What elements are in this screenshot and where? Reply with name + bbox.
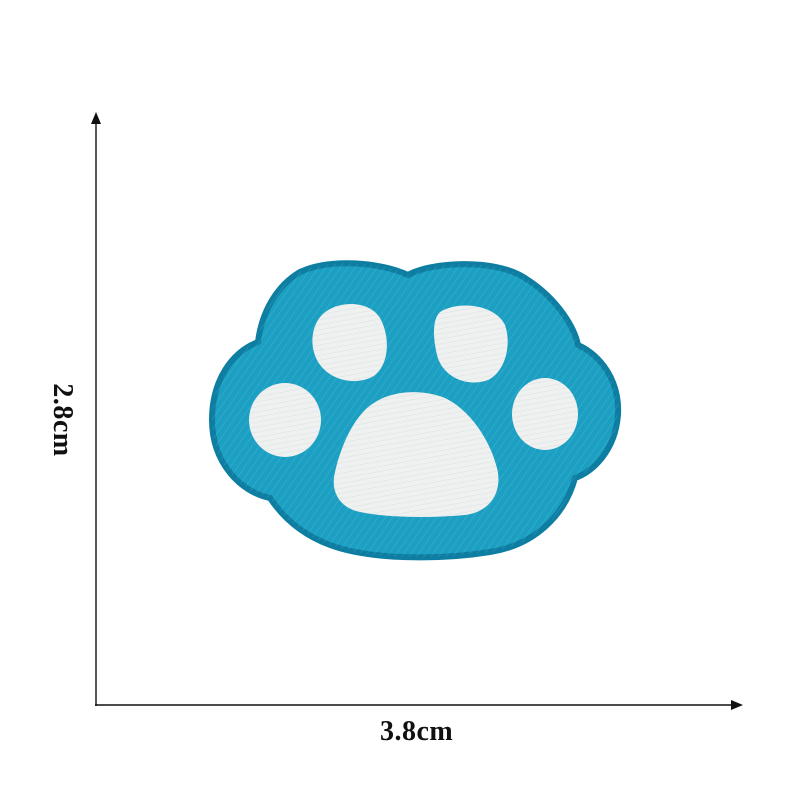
width-axis xyxy=(95,700,743,710)
height-axis xyxy=(91,112,101,706)
width-dimension-label: 3.8cm xyxy=(380,716,454,747)
paw-print-icon xyxy=(209,260,622,561)
height-dimension-label: 2.8cm xyxy=(47,383,78,457)
